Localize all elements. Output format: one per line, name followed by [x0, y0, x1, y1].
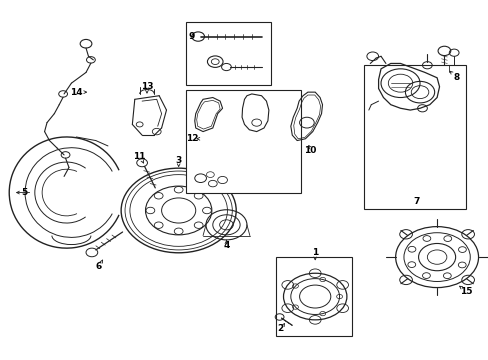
Text: 3: 3 [175, 156, 182, 165]
Text: 7: 7 [412, 197, 419, 206]
Text: 10: 10 [304, 146, 316, 155]
Text: 14: 14 [70, 87, 82, 96]
Text: 8: 8 [452, 73, 459, 82]
Text: 13: 13 [141, 82, 153, 91]
Text: 11: 11 [133, 152, 145, 161]
Text: 5: 5 [21, 188, 27, 197]
Text: 12: 12 [185, 134, 198, 143]
Text: 6: 6 [95, 262, 101, 271]
Bar [363, 65, 466, 209]
Bar [185, 22, 271, 85]
Text: 2: 2 [276, 324, 283, 333]
Bar [185, 90, 300, 193]
Text: 4: 4 [223, 241, 229, 250]
Text: 15: 15 [459, 287, 471, 296]
Bar [276, 257, 351, 336]
Text: 9: 9 [188, 32, 195, 41]
Text: 1: 1 [311, 248, 318, 257]
